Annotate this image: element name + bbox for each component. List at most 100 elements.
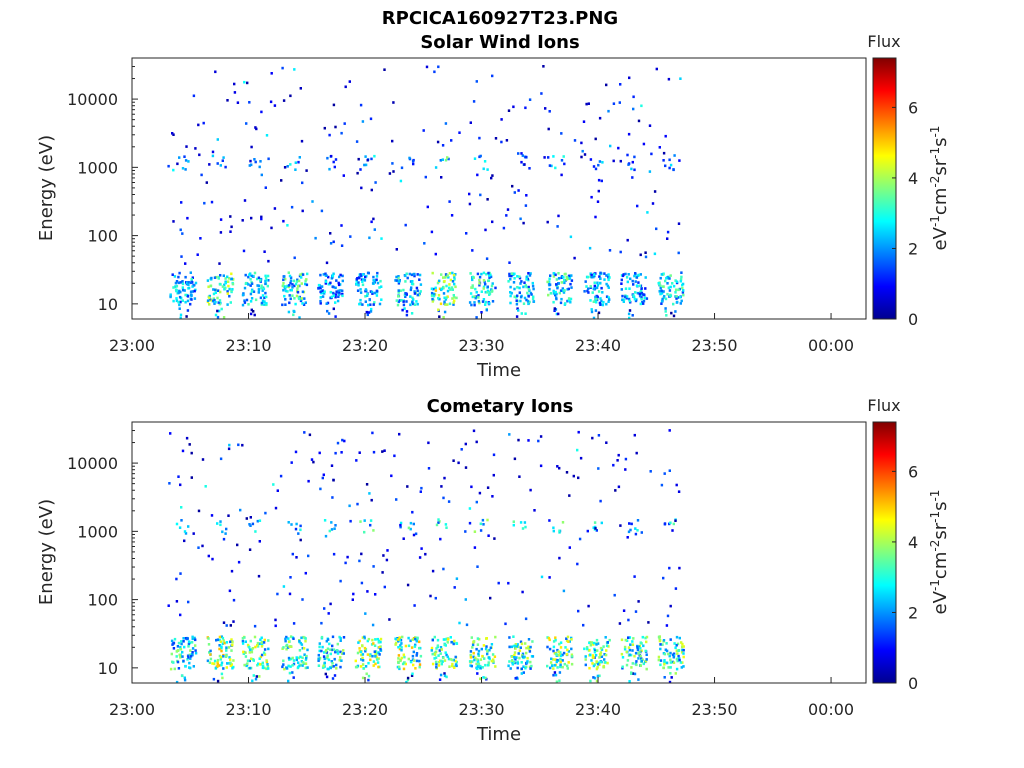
flux-cell xyxy=(250,297,254,300)
flux-cell xyxy=(219,523,222,527)
flux-cell xyxy=(216,661,219,664)
flux-cell xyxy=(371,638,374,642)
flux-cell xyxy=(250,145,253,149)
flux-cell xyxy=(488,293,491,296)
flux-cell xyxy=(216,296,219,300)
flux-cell xyxy=(598,275,601,278)
flux-cell xyxy=(304,662,308,665)
flux-cell xyxy=(395,299,398,302)
flux-cell xyxy=(377,657,380,660)
flux-cell xyxy=(185,637,189,641)
flux-cell xyxy=(562,589,566,593)
flux-cell xyxy=(442,656,445,660)
flux-cell xyxy=(287,664,290,668)
flux-cell xyxy=(249,300,253,303)
flux-cell xyxy=(430,646,434,650)
flux-cell xyxy=(359,103,363,107)
flux-cell xyxy=(420,486,423,490)
flux-cell xyxy=(249,312,253,316)
flux-cell xyxy=(363,635,366,639)
flux-cell xyxy=(380,237,383,240)
flux-cell xyxy=(493,537,496,540)
flux-cell xyxy=(241,293,245,297)
flux-cell xyxy=(593,663,597,666)
flux-cell xyxy=(646,211,649,214)
flux-cell xyxy=(552,275,556,278)
flux-cell xyxy=(289,635,293,638)
flux-cell xyxy=(225,646,228,649)
flux-cell xyxy=(366,158,369,162)
flux-cell xyxy=(668,166,671,170)
flux-cell xyxy=(334,301,337,304)
flux-cell xyxy=(529,660,532,664)
flux-cell xyxy=(225,649,228,652)
flux-cell xyxy=(433,635,436,639)
flux-cell xyxy=(605,295,609,298)
flux-cell xyxy=(470,664,473,668)
flux-cell xyxy=(676,642,680,646)
flux-cell xyxy=(216,638,220,641)
flux-cell xyxy=(218,635,222,639)
flux-cell xyxy=(475,500,478,504)
flux-cell xyxy=(399,289,402,292)
flux-cell xyxy=(464,530,467,533)
flux-cell xyxy=(674,672,677,675)
flux-cell xyxy=(526,656,529,660)
flux-cell xyxy=(447,500,451,503)
flux-cell xyxy=(582,623,585,627)
flux-cell xyxy=(189,654,193,658)
flux-cell xyxy=(559,665,562,669)
flux-cell xyxy=(487,279,490,282)
flux-cell xyxy=(640,657,643,660)
flux-cell xyxy=(280,179,283,182)
flux-cell xyxy=(363,646,367,650)
flux-cell xyxy=(323,292,326,295)
flux-cell xyxy=(672,522,675,526)
flux-cell xyxy=(230,649,233,652)
flux-cell xyxy=(616,459,619,462)
flux-cell xyxy=(489,646,492,650)
flux-cell xyxy=(625,663,629,667)
flux-cell xyxy=(216,658,220,662)
flux-cell xyxy=(359,520,362,523)
flux-cell xyxy=(557,214,560,218)
flux-cell xyxy=(471,643,475,647)
flux-cell xyxy=(317,287,320,290)
flux-cell xyxy=(437,654,440,657)
flux-cell xyxy=(529,488,532,492)
flux-cell xyxy=(517,309,520,312)
flux-cell xyxy=(546,636,549,639)
flux-cell xyxy=(260,636,263,640)
flux-cell xyxy=(447,638,450,641)
flux-cell xyxy=(374,593,377,596)
flux-cell xyxy=(585,646,589,649)
flux-cell xyxy=(607,109,610,113)
flux-cell xyxy=(558,679,561,682)
flux-cell xyxy=(412,650,415,654)
flux-cell xyxy=(679,302,682,305)
flux-cell xyxy=(457,461,460,465)
flux-cell xyxy=(663,660,666,664)
flux-cell xyxy=(371,282,375,285)
flux-cell xyxy=(229,658,232,661)
flux-cell xyxy=(187,525,190,528)
flux-cell xyxy=(182,640,185,643)
flux-cell xyxy=(601,303,605,307)
flux-cell xyxy=(491,300,495,303)
flux-cell xyxy=(486,649,489,653)
flux-cell xyxy=(247,275,250,279)
flux-cell xyxy=(427,467,431,470)
flux-cell xyxy=(439,159,442,162)
y-axis-label: Energy (eV) xyxy=(36,499,57,605)
flux-cell xyxy=(285,635,288,639)
flux-cell xyxy=(369,303,372,306)
flux-cell xyxy=(440,485,443,488)
flux-cell xyxy=(339,289,342,292)
flux-cell xyxy=(215,638,218,642)
flux-cell xyxy=(370,643,374,646)
colorbar-frame xyxy=(872,421,897,684)
flux-cell xyxy=(668,429,671,432)
flux-cell xyxy=(179,281,182,284)
flux-cell xyxy=(511,662,514,666)
flux-cell xyxy=(473,546,477,549)
